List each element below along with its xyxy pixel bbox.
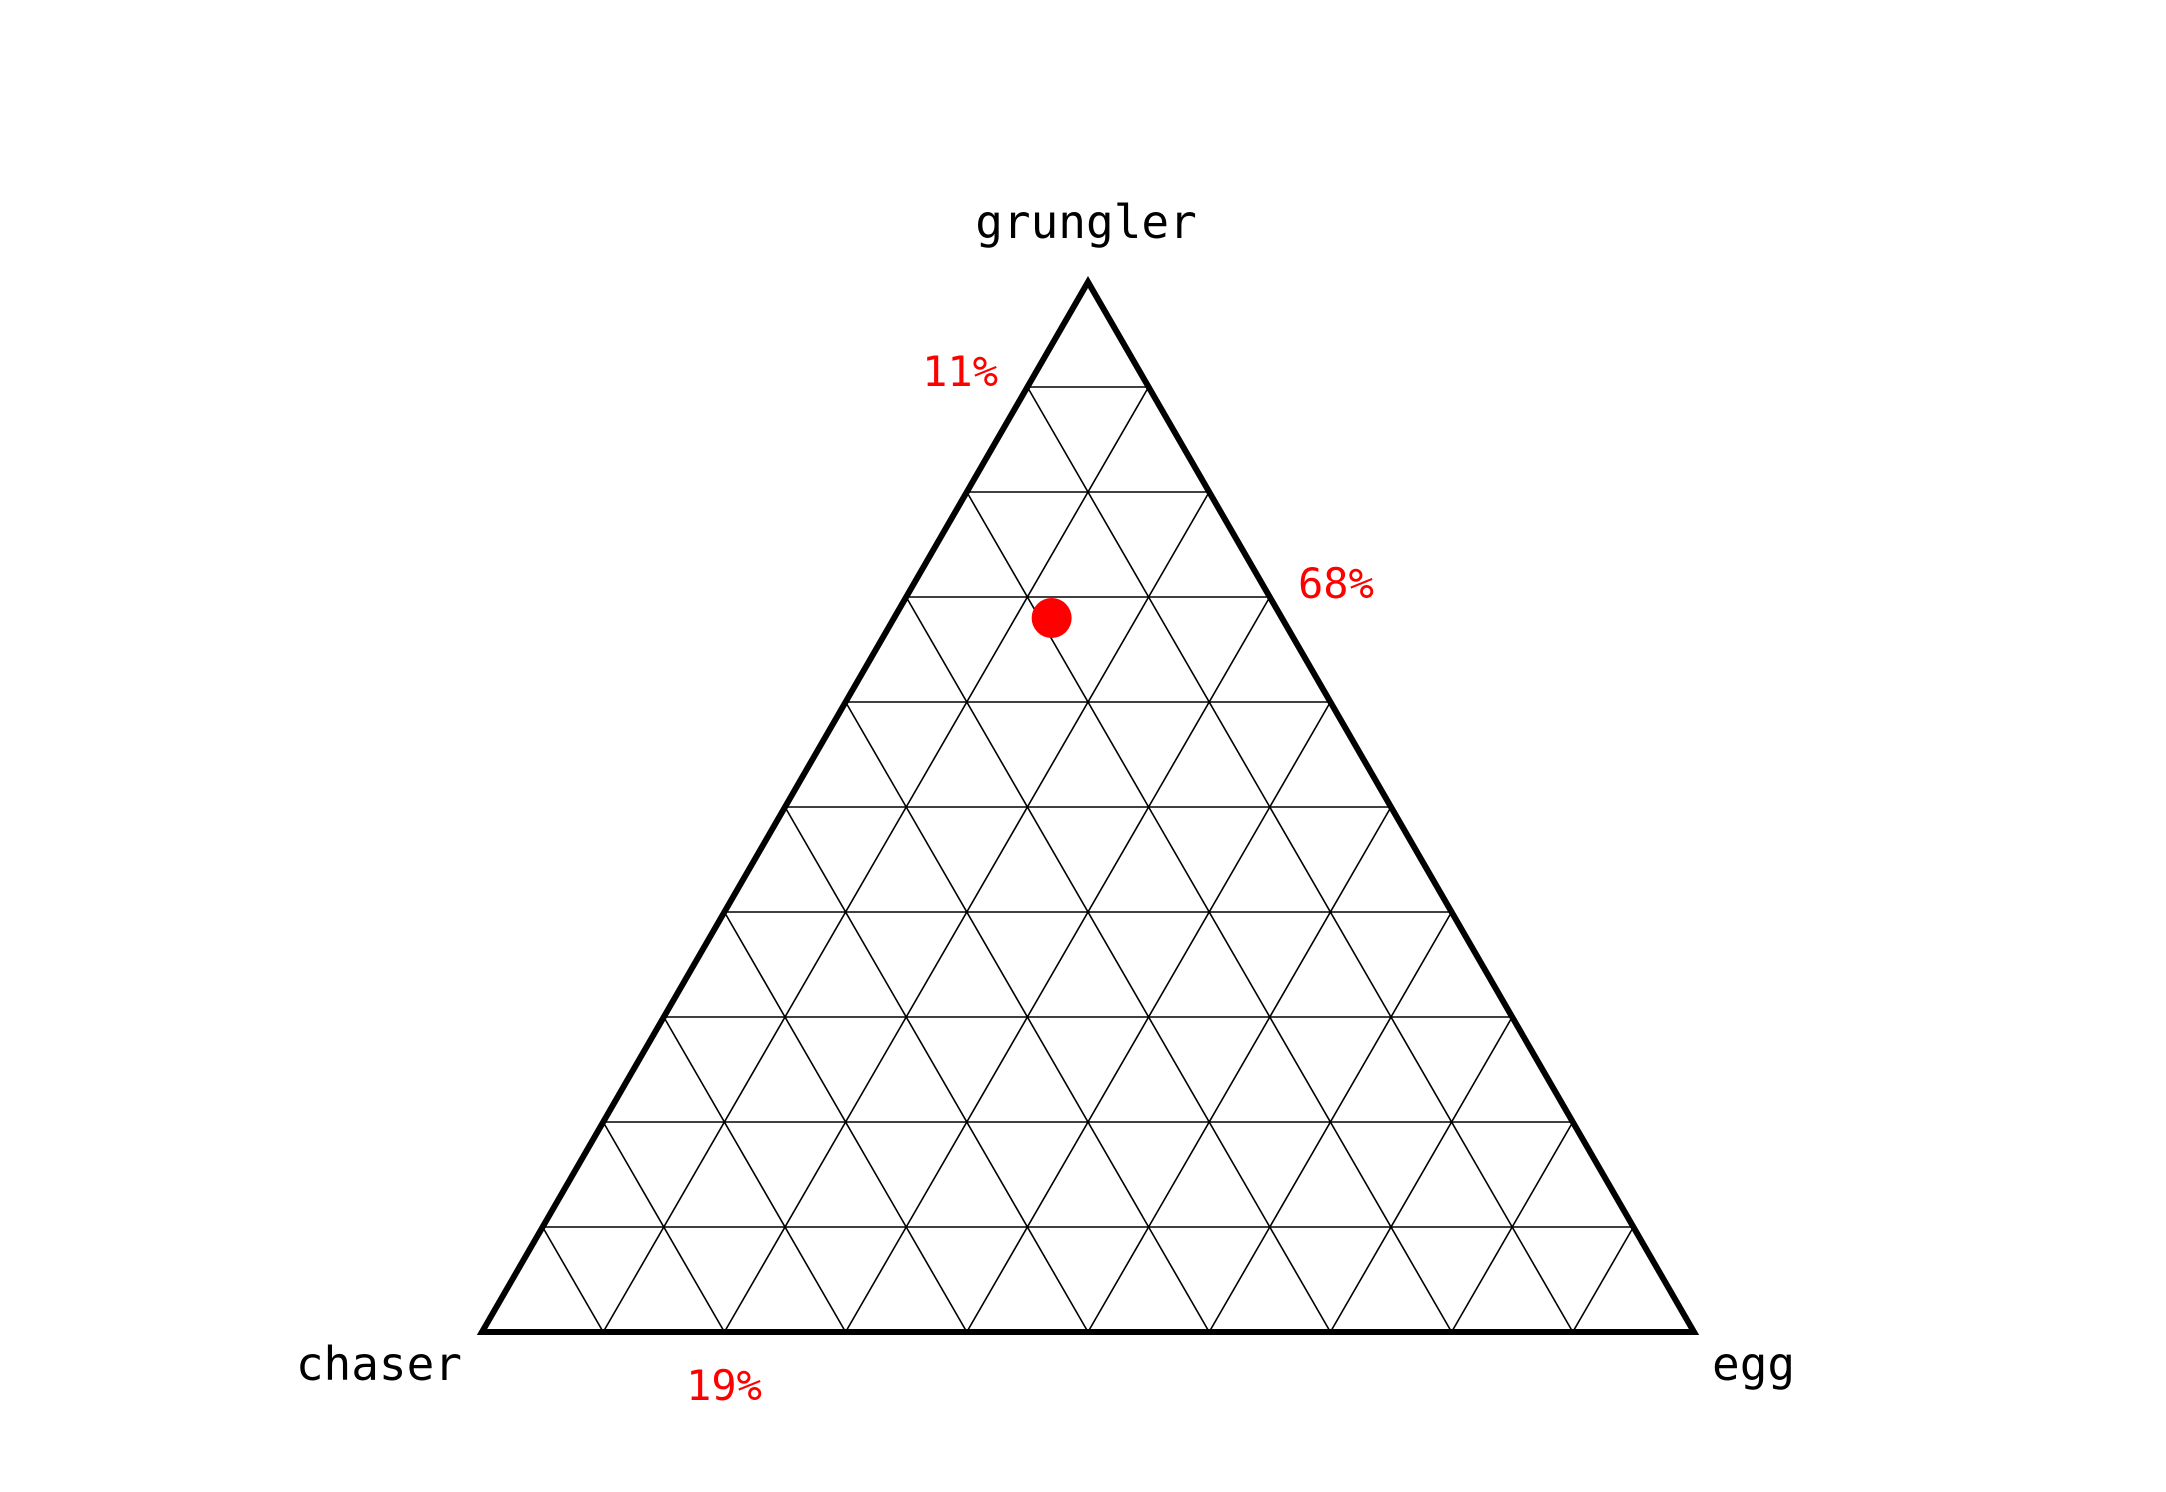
value-label-egg: 11% [922, 347, 998, 396]
grid-line-chaser [541, 1226, 604, 1333]
triangle-frame [476, 275, 1700, 1335]
grid-line-egg [1572, 1226, 1635, 1333]
data-point [1031, 598, 1072, 638]
grid-line-egg [844, 596, 1271, 1333]
grid-line-egg [1329, 1016, 1513, 1333]
vertex-label-egg: egg [1712, 1337, 1795, 1391]
grid-line-egg [602, 386, 1150, 1333]
grid-line-chaser [905, 596, 1332, 1333]
vertex-label-chaser: chaser [296, 1337, 462, 1391]
grid-line-chaser [784, 806, 1089, 1333]
vertex-label-grungler: grungler [975, 195, 1197, 249]
grid-line-chaser [1026, 386, 1574, 1333]
value-label-grungler: 68% [1298, 559, 1374, 608]
grid-line-chaser [663, 1016, 847, 1333]
grid-lines [541, 386, 1635, 1333]
value-label-chaser: 19% [686, 1361, 762, 1410]
grid-line-egg [1087, 806, 1392, 1333]
grid-line-egg [723, 491, 1210, 1333]
